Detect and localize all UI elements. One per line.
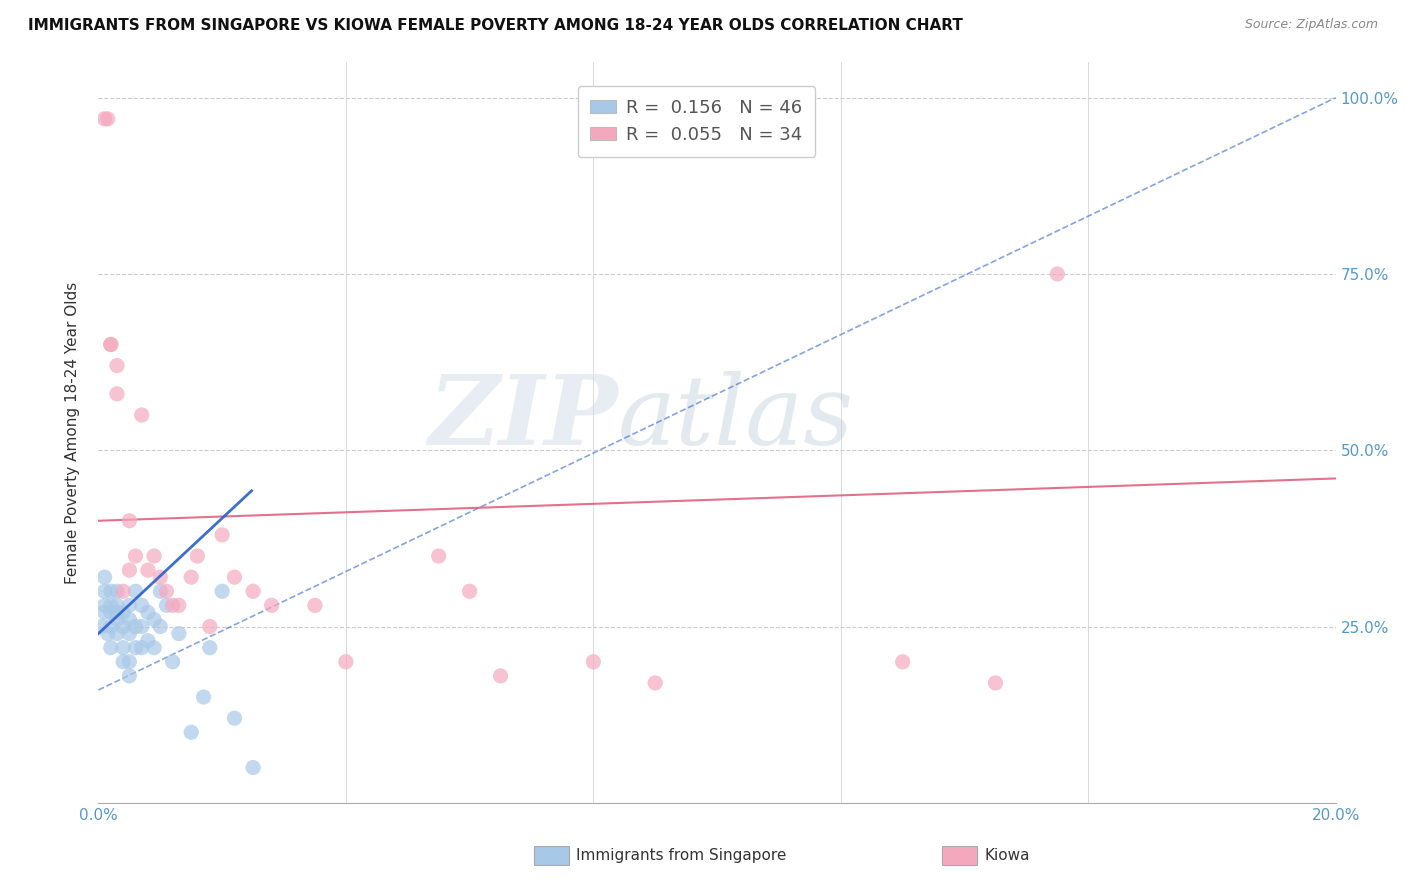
- Point: [100, 337, 122, 351]
- Point: [458, 584, 481, 599]
- Point: [105, 359, 128, 373]
- Point: [100, 606, 122, 620]
- Point: [112, 606, 135, 620]
- Point: [242, 584, 264, 599]
- Point: [97, 112, 120, 126]
- Point: [149, 619, 172, 633]
- Point: [180, 725, 202, 739]
- Point: [186, 549, 208, 563]
- Point: [93, 606, 115, 620]
- Point: [100, 584, 122, 599]
- Point: [984, 676, 1007, 690]
- Point: [427, 549, 450, 563]
- Point: [242, 760, 264, 774]
- Point: [100, 640, 122, 655]
- Point: [118, 599, 141, 613]
- Point: [100, 337, 122, 351]
- Point: [143, 612, 166, 626]
- Point: [260, 599, 283, 613]
- Point: [136, 563, 159, 577]
- Text: ZIP: ZIP: [429, 371, 619, 465]
- Point: [198, 640, 221, 655]
- Point: [224, 570, 246, 584]
- Point: [131, 408, 153, 422]
- Point: [105, 584, 128, 599]
- Point: [162, 599, 184, 613]
- Text: Kiowa: Kiowa: [984, 848, 1029, 863]
- Point: [118, 514, 141, 528]
- Point: [198, 619, 221, 633]
- Point: [118, 612, 141, 626]
- Y-axis label: Female Poverty Among 18-24 Year Olds: Female Poverty Among 18-24 Year Olds: [65, 282, 80, 583]
- Point: [489, 669, 512, 683]
- Text: IMMIGRANTS FROM SINGAPORE VS KIOWA FEMALE POVERTY AMONG 18-24 YEAR OLDS CORRELAT: IMMIGRANTS FROM SINGAPORE VS KIOWA FEMAL…: [28, 18, 963, 33]
- Point: [93, 599, 115, 613]
- Point: [118, 626, 141, 640]
- Point: [155, 599, 177, 613]
- Text: Immigrants from Singapore: Immigrants from Singapore: [576, 848, 787, 863]
- Point: [136, 606, 159, 620]
- Point: [224, 711, 246, 725]
- Point: [100, 599, 122, 613]
- Point: [105, 599, 128, 613]
- Point: [118, 655, 141, 669]
- Point: [118, 563, 141, 577]
- Point: [97, 626, 120, 640]
- Point: [112, 640, 135, 655]
- Point: [193, 690, 215, 704]
- Text: Source: ZipAtlas.com: Source: ZipAtlas.com: [1244, 18, 1378, 31]
- Point: [143, 640, 166, 655]
- Point: [131, 619, 153, 633]
- Point: [124, 619, 146, 633]
- Point: [105, 626, 128, 640]
- Point: [644, 676, 666, 690]
- Legend: R =  0.156   N = 46, R =  0.055   N = 34: R = 0.156 N = 46, R = 0.055 N = 34: [578, 87, 815, 157]
- Point: [131, 599, 153, 613]
- Point: [124, 640, 146, 655]
- Point: [105, 606, 128, 620]
- Point: [136, 633, 159, 648]
- Point: [891, 655, 914, 669]
- Point: [105, 387, 128, 401]
- Point: [1046, 267, 1069, 281]
- Point: [131, 640, 153, 655]
- Point: [93, 584, 115, 599]
- Point: [149, 570, 172, 584]
- Point: [335, 655, 357, 669]
- Point: [155, 584, 177, 599]
- Point: [105, 612, 128, 626]
- Point: [93, 112, 115, 126]
- Point: [124, 584, 146, 599]
- Point: [112, 584, 135, 599]
- Point: [211, 584, 233, 599]
- Point: [100, 619, 122, 633]
- Point: [162, 655, 184, 669]
- Point: [90, 619, 112, 633]
- Point: [143, 549, 166, 563]
- Point: [93, 570, 115, 584]
- Point: [180, 570, 202, 584]
- Point: [167, 626, 190, 640]
- Point: [167, 599, 190, 613]
- Point: [211, 528, 233, 542]
- Point: [304, 599, 326, 613]
- Point: [582, 655, 605, 669]
- Point: [124, 549, 146, 563]
- Point: [118, 669, 141, 683]
- Point: [112, 619, 135, 633]
- Point: [149, 584, 172, 599]
- Point: [112, 655, 135, 669]
- Text: atlas: atlas: [619, 371, 855, 465]
